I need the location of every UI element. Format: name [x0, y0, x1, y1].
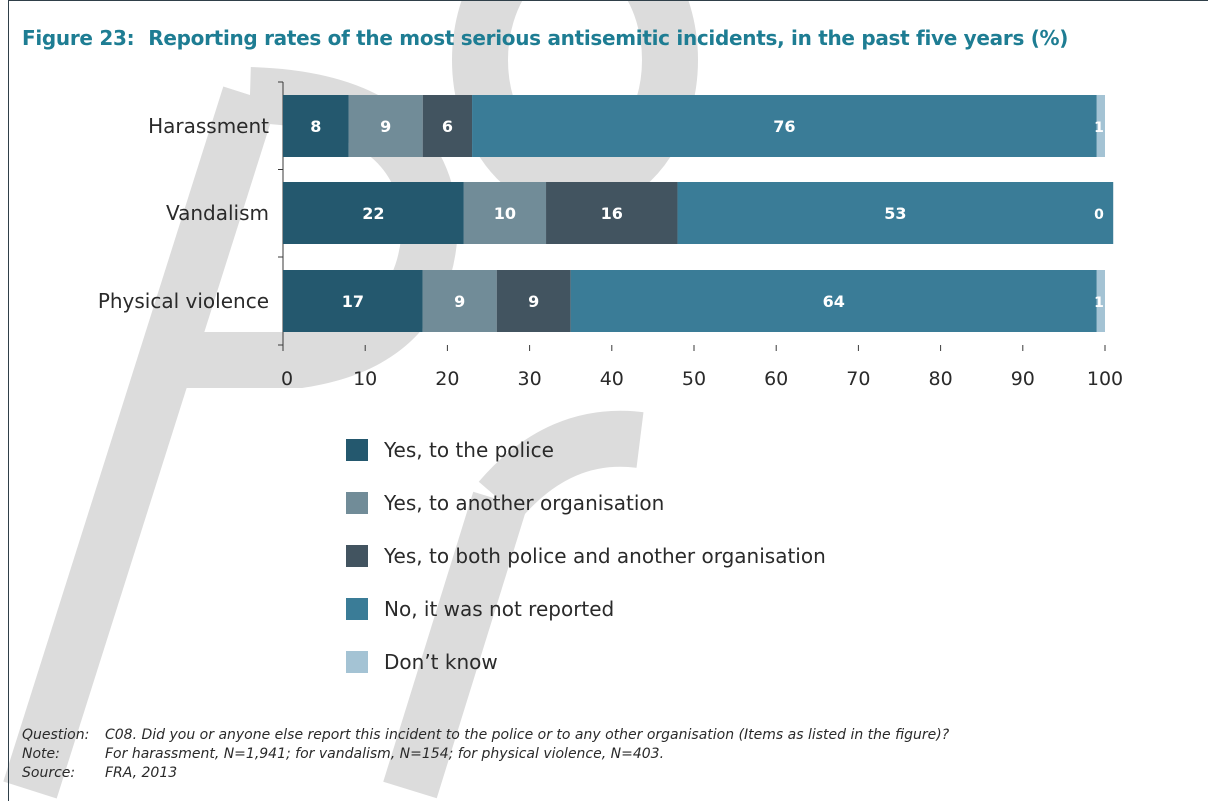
bar-segment — [1096, 95, 1105, 157]
bar-row-vandalism: Vandalism 22 10 16 53 0 — [166, 182, 1114, 244]
figure-frame — [8, 0, 1208, 801]
data-label: 6 — [442, 117, 453, 136]
data-label: 16 — [601, 204, 623, 223]
legend-swatch — [346, 492, 368, 514]
bar-segment — [422, 95, 473, 157]
x-tick-label: 100 — [1087, 368, 1123, 390]
category-label: Physical violence — [98, 289, 269, 313]
legend-item: Yes, to both police and another organisa… — [346, 544, 826, 568]
legend-item: Yes, to the police — [346, 438, 554, 462]
legend-label: Yes, to both police and another organisa… — [383, 544, 826, 568]
figure-title-text: Reporting rates of the most serious anti… — [148, 26, 1069, 50]
x-tick-label: 50 — [682, 368, 706, 390]
category-label: Vandalism — [166, 201, 269, 225]
legend-item: No, it was not reported — [346, 597, 614, 621]
source-label: Source: — [22, 765, 76, 781]
legend: Yes, to the police Yes, to another organi… — [346, 438, 826, 674]
x-tick-label: 40 — [600, 368, 624, 390]
bar-segment — [677, 182, 1114, 244]
data-label: 8 — [310, 117, 321, 136]
legend-swatch — [346, 598, 368, 620]
data-label: 9 — [380, 117, 391, 136]
source-row: Source: FRA, 2013 — [22, 764, 949, 783]
x-tick-label: 70 — [846, 368, 870, 390]
legend-item: Yes, to another organisation — [346, 491, 664, 515]
legend-item: Don’t know — [346, 650, 498, 674]
bar-segment — [283, 95, 349, 157]
legend-swatch — [346, 545, 368, 567]
x-tick-label: 90 — [1011, 368, 1035, 390]
bar-segment — [1096, 270, 1105, 332]
bar-segment — [422, 270, 497, 332]
data-label: 53 — [884, 204, 906, 223]
x-tick-label: 30 — [518, 368, 542, 390]
bar-segment — [496, 270, 571, 332]
bar-segment — [570, 270, 1097, 332]
x-tick-label: 20 — [435, 368, 459, 390]
bar-segment — [546, 182, 678, 244]
x-tick-label: 80 — [929, 368, 953, 390]
data-label: 9 — [528, 292, 539, 311]
legend-label: Yes, to another organisation — [383, 491, 664, 515]
figure-number: Figure 23: — [22, 26, 135, 50]
figure-notes: Question: C08. Did you or anyone else re… — [22, 726, 949, 783]
data-label: 76 — [773, 117, 795, 136]
category-label: Harassment — [148, 114, 269, 138]
question-text: C08. Did you or anyone else report this … — [105, 727, 950, 743]
bar-segment — [472, 95, 1097, 157]
legend-label: Yes, to the police — [383, 438, 554, 462]
data-label: 64 — [823, 292, 845, 311]
data-label: 22 — [362, 204, 384, 223]
x-tick-label: 60 — [764, 368, 788, 390]
x-tick-label: 10 — [353, 368, 377, 390]
data-label: 9 — [454, 292, 465, 311]
data-label: 1 — [1094, 120, 1104, 136]
bar-segment — [463, 182, 547, 244]
legend-swatch — [346, 651, 368, 673]
data-label: 1 — [1094, 295, 1104, 311]
legend-swatch — [346, 439, 368, 461]
bar-row-physical-violence: Physical violence 17 9 9 64 1 — [98, 270, 1105, 332]
question-row: Question: C08. Did you or anyone else re… — [22, 726, 949, 745]
note-row: Note: For harassment, N=1,941; for vanda… — [22, 745, 949, 764]
bar-segment — [283, 270, 423, 332]
data-label: 10 — [494, 204, 516, 223]
data-label: 0 — [1094, 207, 1104, 223]
legend-label: No, it was not reported — [384, 597, 614, 621]
figure-title: Figure 23: Reporting rates of the most se… — [22, 26, 1068, 50]
bar-segment — [348, 95, 423, 157]
note-text: For harassment, N=1,941; for vandalism, … — [105, 746, 665, 762]
x-tick-label: 0 — [281, 368, 293, 390]
legend-label: Don’t know — [384, 650, 498, 674]
question-label: Question: — [22, 727, 90, 743]
bar-segment — [283, 182, 464, 244]
source-text: FRA, 2013 — [105, 765, 178, 781]
data-label: 17 — [342, 292, 364, 311]
bar-row-harassment: Harassment 8 9 6 76 1 — [148, 95, 1105, 157]
note-label: Note: — [22, 746, 60, 762]
